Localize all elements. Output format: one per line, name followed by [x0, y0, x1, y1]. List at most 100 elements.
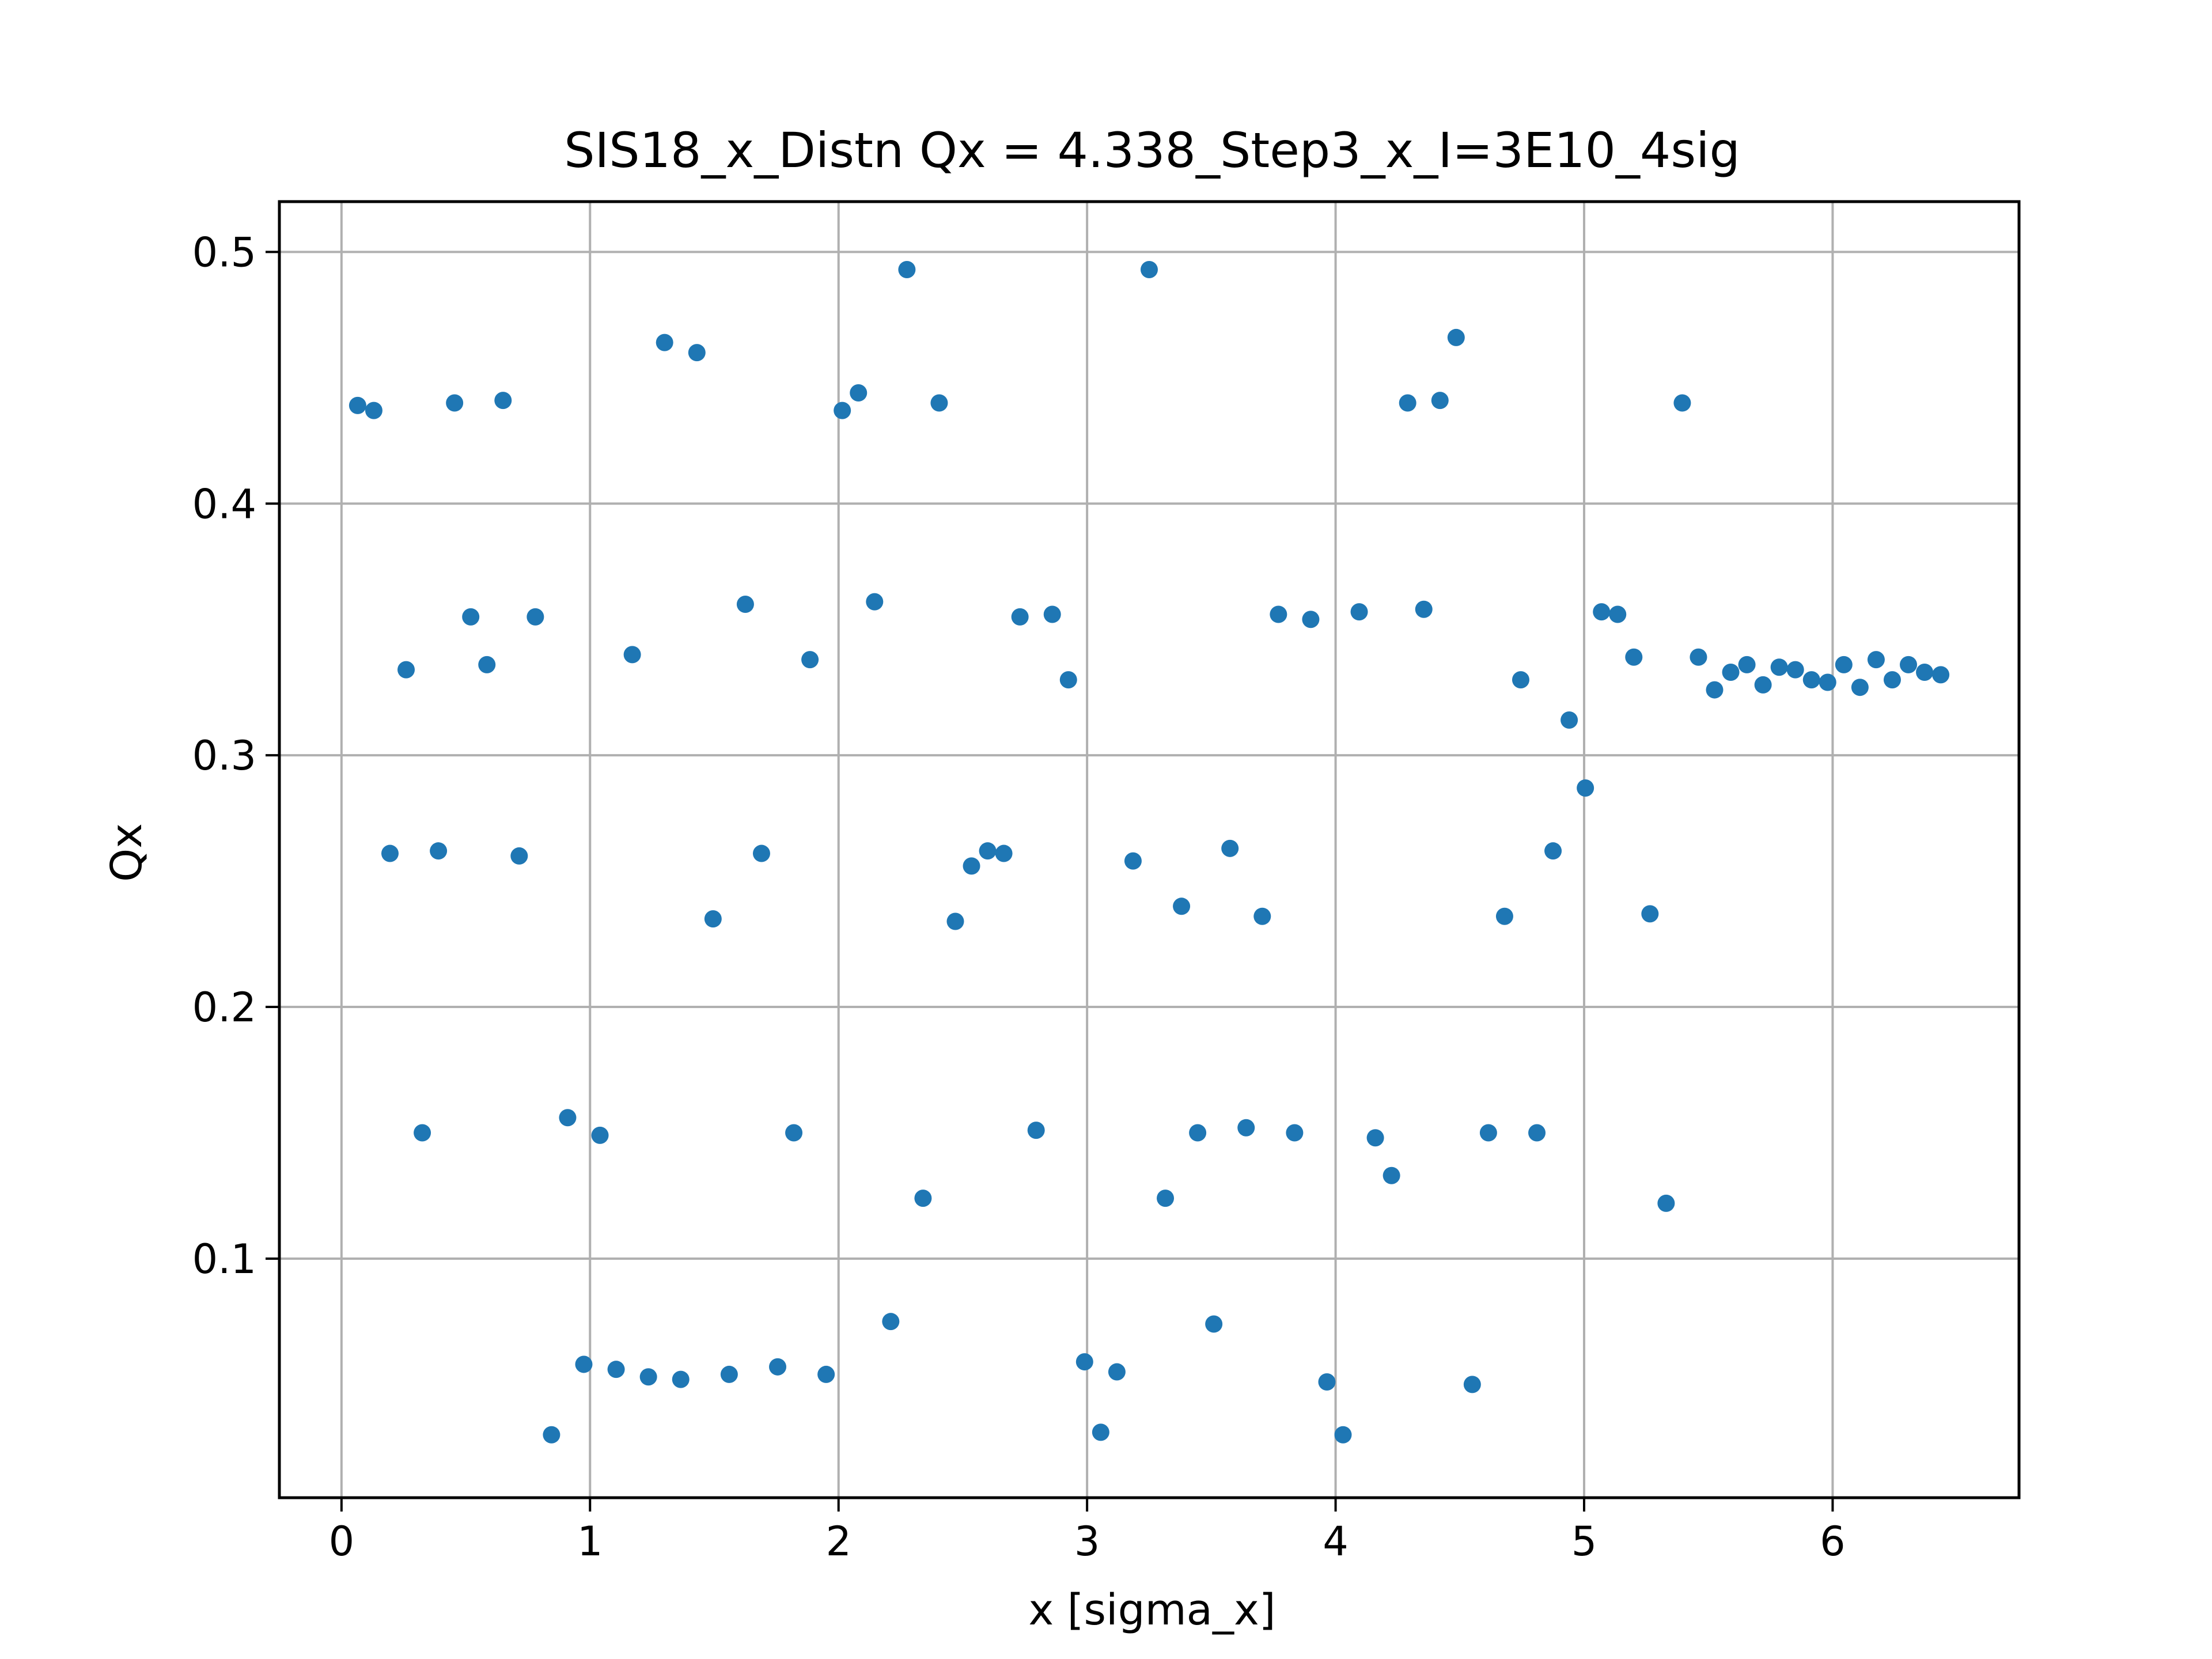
data-point: [1673, 394, 1691, 412]
data-point: [1124, 852, 1142, 870]
data-point: [1302, 611, 1320, 628]
data-point: [1851, 679, 1869, 696]
data-point: [1447, 328, 1465, 346]
plot-frame: [278, 200, 2021, 1499]
data-point: [882, 1313, 900, 1331]
x-tick-label: 1: [577, 1518, 603, 1565]
y-tick-label: 0.2: [192, 984, 256, 1031]
data-point: [1819, 673, 1836, 691]
data-point: [591, 1126, 609, 1144]
data-point: [1867, 651, 1885, 669]
data-point: [478, 656, 496, 673]
data-point: [963, 857, 980, 875]
data-point: [1528, 1124, 1546, 1142]
data-point: [397, 661, 415, 679]
y-tick-label: 0.3: [192, 732, 256, 779]
data-point: [866, 593, 884, 611]
data-point: [1512, 671, 1529, 689]
data-point: [1011, 608, 1029, 626]
data-point: [1108, 1363, 1126, 1381]
data-point: [704, 910, 722, 928]
data-point: [979, 842, 997, 860]
data-point: [1690, 648, 1707, 666]
x-axis-ticks: 0 1 2 3 4 5 6: [329, 1498, 1846, 1565]
data-point: [914, 1190, 932, 1207]
data-point: [430, 842, 448, 860]
data-point: [946, 912, 964, 930]
data-point: [543, 1426, 560, 1444]
data-point: [1786, 661, 1804, 679]
x-axis-label: x [sigma_x]: [1028, 1585, 1275, 1635]
data-point: [720, 1365, 738, 1383]
data-point: [494, 392, 512, 410]
data-point: [349, 396, 366, 414]
data-point: [1916, 663, 1934, 681]
data-point: [1173, 897, 1191, 915]
data-point: [559, 1109, 577, 1127]
data-point: [1253, 907, 1271, 925]
data-point: [1641, 905, 1659, 923]
data-point: [1738, 656, 1756, 673]
data-point: [1495, 907, 1513, 925]
data-point: [1463, 1376, 1481, 1393]
data-point: [1560, 711, 1578, 729]
data-point: [1334, 1426, 1352, 1444]
data-point: [1399, 394, 1416, 412]
data-point: [1189, 1124, 1207, 1142]
data-point: [1075, 1353, 1093, 1371]
data-point: [575, 1355, 593, 1373]
y-tick-label: 0.5: [192, 229, 256, 276]
data-point: [995, 844, 1013, 862]
data-point: [752, 844, 770, 862]
data-point: [365, 402, 382, 419]
data-point: [462, 608, 480, 626]
chart-title: SIS18_x_Distn Qx = 4.338_Step3_x_I=3E10_…: [564, 122, 1740, 179]
data-point: [1366, 1129, 1384, 1147]
data-point: [510, 847, 528, 865]
x-tick-label: 6: [1820, 1518, 1846, 1565]
data-point: [769, 1358, 787, 1376]
data-point: [1932, 666, 1950, 684]
data-point: [381, 844, 399, 862]
data-point: [1043, 605, 1061, 623]
data-point: [1770, 658, 1788, 676]
data-point: [1544, 842, 1562, 860]
x-tick-label: 5: [1571, 1518, 1597, 1565]
y-tick-label: 0.4: [192, 480, 256, 528]
data-point: [688, 344, 706, 362]
data-point: [1802, 671, 1820, 689]
x-tick-label: 4: [1323, 1518, 1349, 1565]
data-point: [834, 402, 851, 419]
data-points: [349, 260, 1950, 1444]
data-point: [1431, 392, 1449, 410]
data-point: [1382, 1166, 1400, 1184]
data-point: [1754, 676, 1772, 694]
data-point: [1835, 656, 1853, 673]
data-point: [801, 651, 819, 669]
data-point: [1722, 663, 1740, 681]
data-point: [607, 1361, 625, 1378]
data-point: [1237, 1119, 1255, 1137]
x-tick-label: 0: [329, 1518, 355, 1565]
data-point: [1479, 1124, 1497, 1142]
data-point: [850, 384, 868, 402]
data-point: [623, 646, 641, 664]
data-point: [672, 1370, 690, 1388]
data-point: [1706, 681, 1724, 699]
data-point: [785, 1124, 803, 1142]
data-point: [1593, 603, 1611, 621]
y-axis-label: Qx: [102, 823, 151, 882]
data-point: [1900, 656, 1918, 673]
data-point: [1625, 648, 1643, 666]
data-point: [1059, 671, 1077, 689]
data-point: [527, 608, 544, 626]
x-tick-label: 2: [825, 1518, 851, 1565]
y-tick-label: 0.1: [192, 1236, 256, 1283]
data-point: [446, 394, 464, 412]
data-point: [1286, 1124, 1304, 1142]
data-point: [1318, 1373, 1336, 1391]
data-point: [1027, 1122, 1045, 1139]
data-point: [1577, 779, 1594, 797]
data-point: [1350, 603, 1368, 621]
